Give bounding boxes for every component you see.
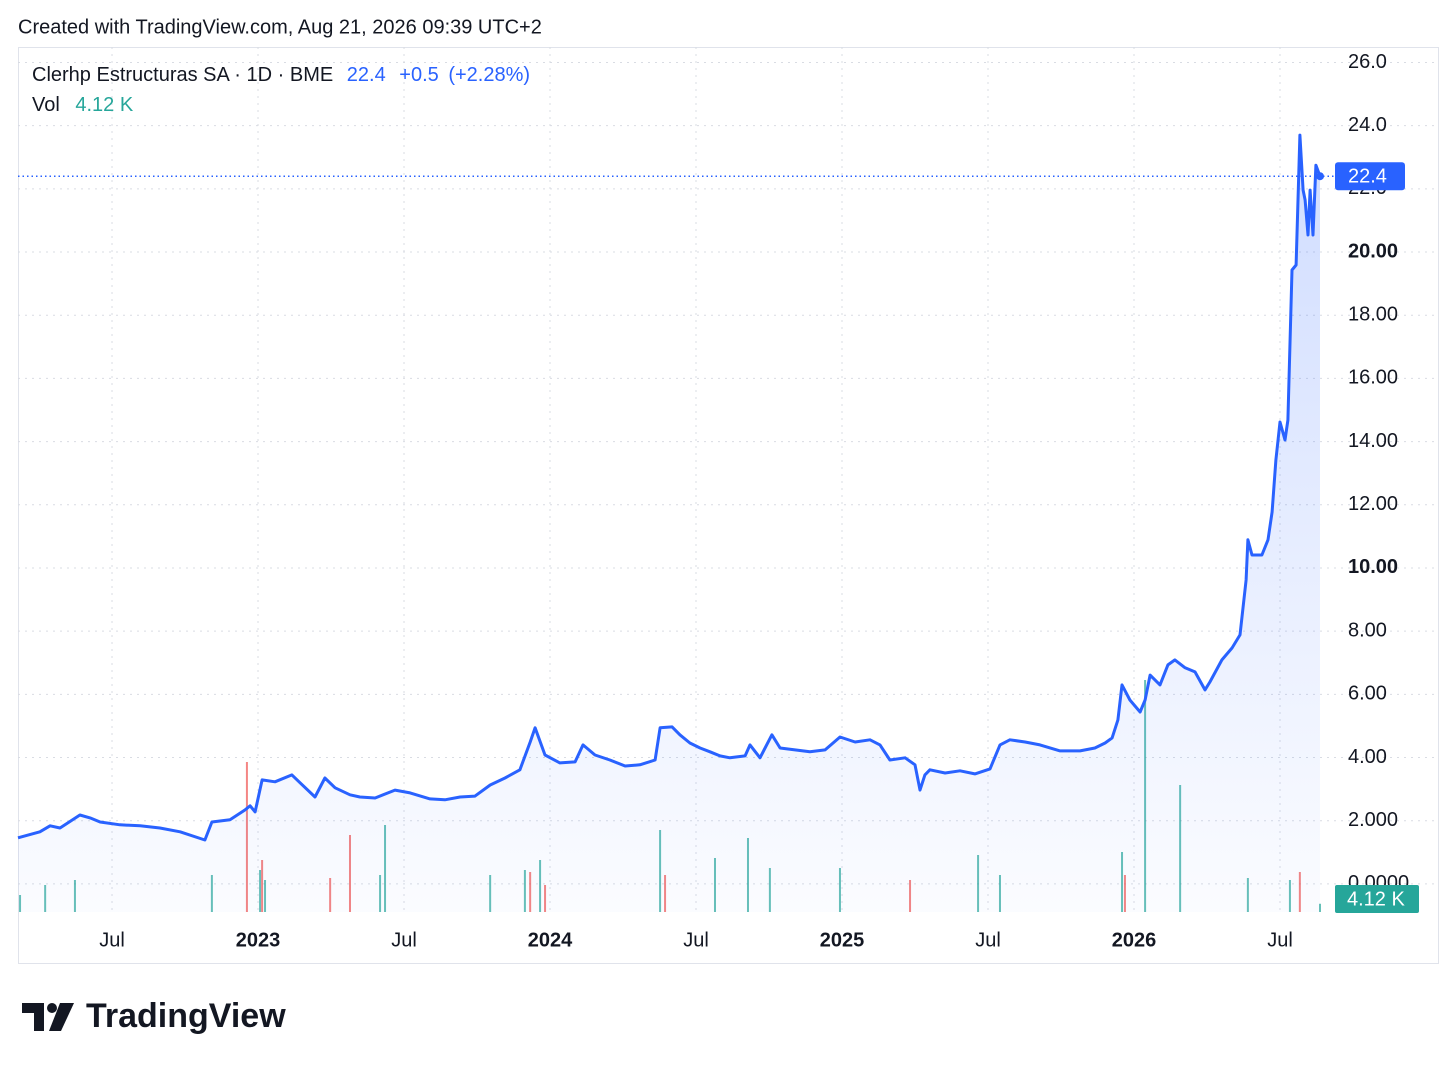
y-tick-label: 16.00 xyxy=(1348,367,1398,389)
price-badge xyxy=(1335,162,1405,191)
x-tick-label: Jul xyxy=(99,929,125,951)
x-tick-label: 2023 xyxy=(236,929,281,951)
header: Created with TradingView.com, Aug 21, 20… xyxy=(18,16,542,38)
y-tick-label: 24.0 xyxy=(1348,114,1387,136)
y-tick-label: 10.00 xyxy=(1348,556,1398,578)
y-tick-label: 6.00 xyxy=(1348,683,1387,705)
x-tick-label: 2025 xyxy=(820,929,865,951)
y-tick-label: 14.00 xyxy=(1348,430,1398,452)
legend: Clerhp Estructuras SA · 1D · BME 22.4 +0… xyxy=(32,64,530,86)
legend-change: +0.5 xyxy=(399,64,438,86)
brand-logo: TradingView xyxy=(22,997,286,1035)
last-point xyxy=(1316,172,1324,181)
x-tick-label: Jul xyxy=(975,929,1001,951)
y-tick-label: 2.000 xyxy=(1348,809,1398,831)
x-tick-label: Jul xyxy=(683,929,709,951)
volume-legend: Vol 4.12 K xyxy=(32,94,134,116)
y-tick-label: 12.00 xyxy=(1348,493,1398,515)
x-tick-label: 2024 xyxy=(528,929,573,951)
legend-change-pct: (+2.28%) xyxy=(448,64,530,86)
x-tick-label: 2026 xyxy=(1112,929,1157,951)
volume-badge xyxy=(1335,885,1419,913)
y-tick-label: 18.00 xyxy=(1348,304,1398,326)
legend-price: 22.4 xyxy=(347,64,386,86)
x-tick-label: Jul xyxy=(1267,929,1293,951)
volume-badge-label: 4.12 K xyxy=(1347,888,1405,910)
price-line xyxy=(17,133,1322,842)
volume-legend-value: 4.12 K xyxy=(75,94,133,116)
axes: 0.00002.0004.006.008.0010.0012.0014.0016… xyxy=(99,51,1419,951)
volume-legend-title: Vol xyxy=(32,94,60,116)
x-tick-label: Jul xyxy=(391,929,417,951)
frame xyxy=(18,47,1439,964)
brand: TradingView xyxy=(86,997,286,1035)
legend-title: Clerhp Estructuras SA · 1D · BME xyxy=(32,64,333,86)
y-tick-label: 4.00 xyxy=(1348,746,1387,768)
price-pane xyxy=(17,133,1335,913)
price-badge-label: 22.4 xyxy=(1348,165,1387,187)
y-tick-label: 26.0 xyxy=(1348,51,1387,73)
y-tick-label: 20.00 xyxy=(1348,240,1398,262)
y-tick-label: 8.00 xyxy=(1348,619,1387,641)
area xyxy=(18,135,1320,913)
